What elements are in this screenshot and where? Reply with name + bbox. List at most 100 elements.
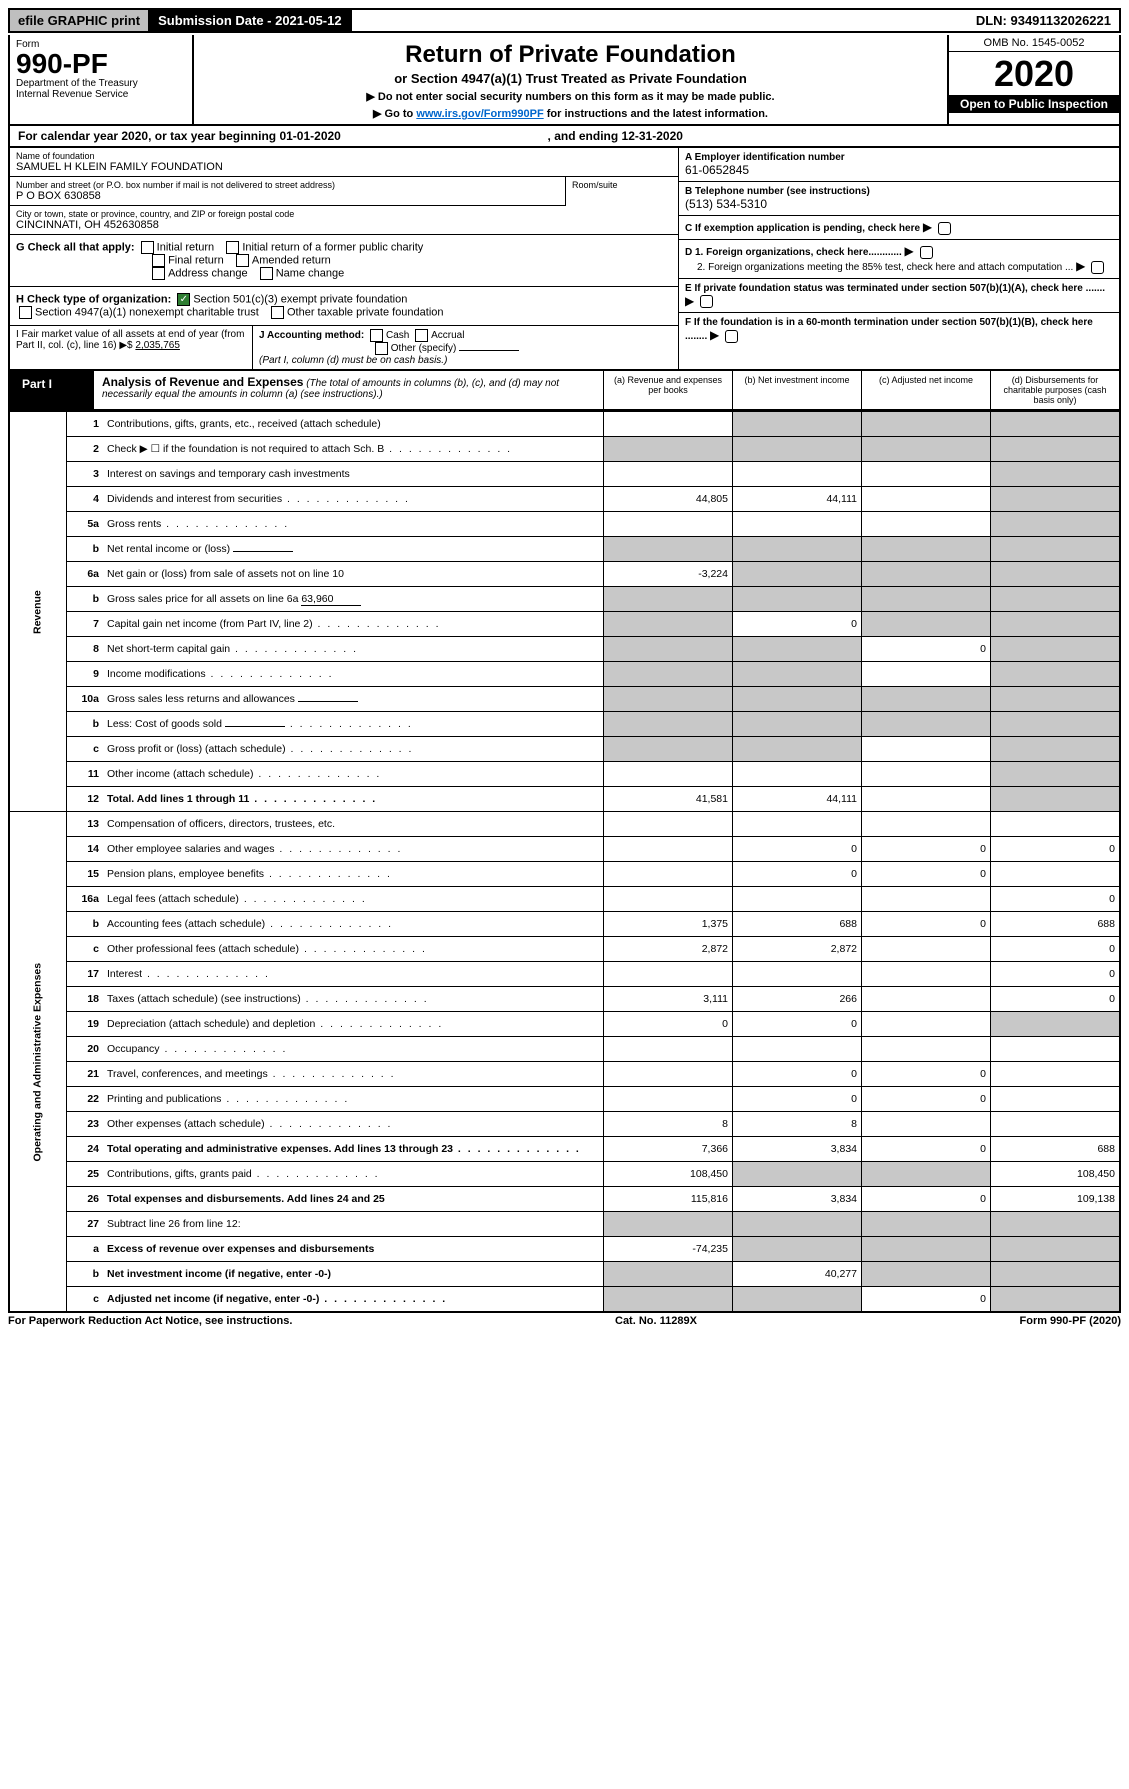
- cell-grey: [862, 1162, 991, 1187]
- cell-grey: [991, 562, 1121, 587]
- cell-value: 0: [862, 837, 991, 862]
- table-row: 3Interest on savings and temporary cash …: [9, 462, 1120, 487]
- cell-grey: [733, 562, 862, 587]
- i-j-row: I Fair market value of all assets at end…: [10, 326, 678, 369]
- cell-grey: [991, 537, 1121, 562]
- line-desc: Gross profit or (loss) (attach schedule): [103, 737, 604, 762]
- line-desc: Other expenses (attach schedule): [103, 1112, 604, 1137]
- cell-value: [862, 737, 991, 762]
- table-row: 15Pension plans, employee benefits00: [9, 862, 1120, 887]
- cell-value: -74,235: [604, 1237, 733, 1262]
- cell-grey: [862, 687, 991, 712]
- chk-initial-public[interactable]: [226, 241, 239, 254]
- chk-f[interactable]: [725, 330, 738, 343]
- col-b-header: (b) Net investment income: [732, 371, 861, 409]
- cell-grey: [862, 437, 991, 462]
- cell-grey: [733, 412, 862, 437]
- table-row: 4Dividends and interest from securities4…: [9, 487, 1120, 512]
- entity-left: Name of foundation SAMUEL H KLEIN FAMILY…: [10, 148, 678, 369]
- header-right: OMB No. 1545-0052 2020 Open to Public In…: [947, 35, 1119, 124]
- line-no: 11: [67, 762, 104, 787]
- g6: Name change: [276, 267, 345, 279]
- cell-value: [733, 462, 862, 487]
- cell-value: [862, 662, 991, 687]
- chk-name-change[interactable]: [260, 267, 273, 280]
- table-row: 11Other income (attach schedule): [9, 762, 1120, 787]
- cell-grey: [991, 637, 1121, 662]
- line-desc: Dividends and interest from securities: [103, 487, 604, 512]
- chk-501c3[interactable]: ✓: [177, 293, 190, 306]
- cell-grey: [862, 1212, 991, 1237]
- line-desc: Net investment income (if negative, ente…: [103, 1262, 604, 1287]
- line-no: c: [67, 1287, 104, 1313]
- ein: 61-0652845: [685, 163, 749, 177]
- cell-grey: [862, 1237, 991, 1262]
- chk-other-tax[interactable]: [271, 306, 284, 319]
- cal-begin: 01-01-2020: [279, 129, 340, 143]
- cell-value: [991, 1112, 1121, 1137]
- cell-value: [733, 762, 862, 787]
- efile-button[interactable]: efile GRAPHIC print: [10, 10, 150, 31]
- table-row: Revenue1Contributions, gifts, grants, et…: [9, 412, 1120, 437]
- cell-grey: [604, 687, 733, 712]
- line-no: 10a: [67, 687, 104, 712]
- cell-value: 108,450: [991, 1162, 1121, 1187]
- chk-cash[interactable]: [370, 329, 383, 342]
- table-row: 18Taxes (attach schedule) (see instructi…: [9, 987, 1120, 1012]
- cell-grey: [991, 712, 1121, 737]
- chk-other-method[interactable]: [375, 342, 388, 355]
- cell-value: 0: [733, 862, 862, 887]
- d-cell: D 1. Foreign organizations, check here..…: [679, 240, 1119, 279]
- line-no: b: [67, 1262, 104, 1287]
- cell-value: 0: [862, 1137, 991, 1162]
- line-no: 25: [67, 1162, 104, 1187]
- j-label: J Accounting method:: [259, 330, 364, 341]
- name-label: Name of foundation: [16, 151, 672, 161]
- cell-value: [604, 812, 733, 837]
- i-label: I Fair market value of all assets at end…: [16, 329, 244, 351]
- table-row: 26Total expenses and disbursements. Add …: [9, 1187, 1120, 1212]
- cell-grey: [991, 737, 1121, 762]
- note-ssn: ▶ Do not enter social security numbers o…: [204, 90, 937, 103]
- cell-grey: [991, 1237, 1121, 1262]
- chk-d1[interactable]: [920, 246, 933, 259]
- cell-value: 2,872: [733, 937, 862, 962]
- cell-value: 3,111: [604, 987, 733, 1012]
- d2-label: 2. Foreign organizations meeting the 85%…: [697, 262, 1073, 273]
- cell-value: -3,224: [604, 562, 733, 587]
- line-no: c: [67, 737, 104, 762]
- cell-grey: [862, 1262, 991, 1287]
- irs: Internal Revenue Service: [16, 89, 186, 100]
- cell-grey: [862, 587, 991, 612]
- chk-c[interactable]: [938, 222, 951, 235]
- line-desc: Adjusted net income (if negative, enter …: [103, 1287, 604, 1313]
- table-row: 25Contributions, gifts, grants paid108,4…: [9, 1162, 1120, 1187]
- chk-final[interactable]: [152, 254, 165, 267]
- line-desc: Taxes (attach schedule) (see instruction…: [103, 987, 604, 1012]
- col-c-header: (c) Adjusted net income: [861, 371, 990, 409]
- irs-link[interactable]: www.irs.gov/Form990PF: [416, 108, 543, 120]
- cell-value: 0: [862, 1187, 991, 1212]
- cell-grey: [991, 1262, 1121, 1287]
- chk-amended[interactable]: [236, 254, 249, 267]
- line-no: 1: [67, 412, 104, 437]
- cell-grey: [604, 1287, 733, 1313]
- table-row: bAccounting fees (attach schedule)1,3756…: [9, 912, 1120, 937]
- chk-d2[interactable]: [1091, 261, 1104, 274]
- cell-value: [862, 1012, 991, 1037]
- chk-accrual[interactable]: [415, 329, 428, 342]
- chk-initial[interactable]: [141, 241, 154, 254]
- page-footer: For Paperwork Reduction Act Notice, see …: [8, 1313, 1121, 1327]
- chk-4947[interactable]: [19, 306, 32, 319]
- cell-value: 40,277: [733, 1262, 862, 1287]
- cell-grey: [604, 612, 733, 637]
- phone: (513) 534-5310: [685, 197, 767, 211]
- chk-addr-change[interactable]: [152, 267, 165, 280]
- line-desc: Subtract line 26 from line 12:: [103, 1212, 604, 1237]
- chk-e[interactable]: [700, 295, 713, 308]
- note-post: for instructions and the latest informat…: [544, 108, 768, 120]
- cell-value: 688: [733, 912, 862, 937]
- f-cell: F If the foundation is in a 60-month ter…: [679, 313, 1119, 347]
- foundation-name: SAMUEL H KLEIN FAMILY FOUNDATION: [16, 161, 672, 173]
- line-no: 8: [67, 637, 104, 662]
